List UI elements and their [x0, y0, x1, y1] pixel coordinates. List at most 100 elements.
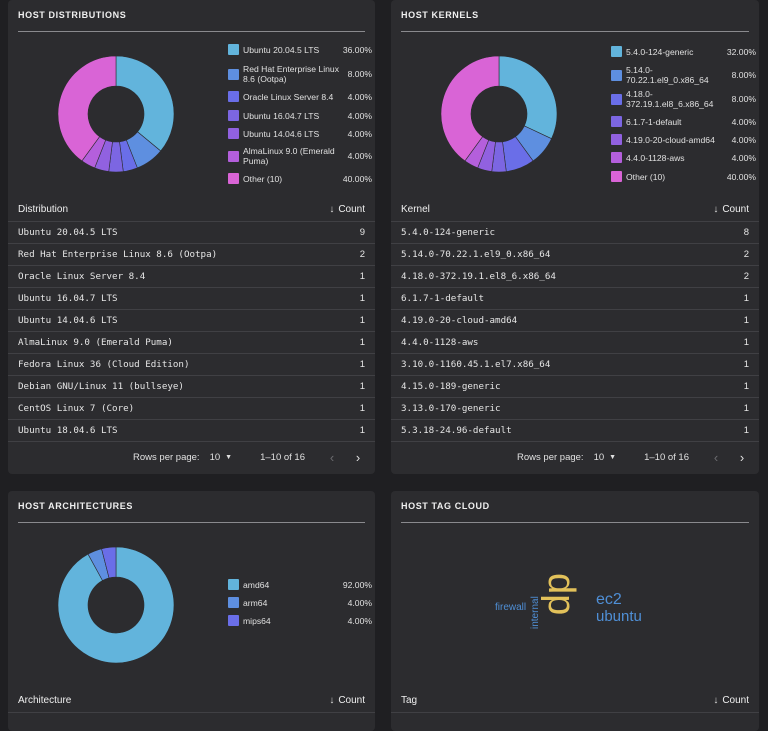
- column-header-kernel[interactable]: Kernel: [401, 204, 430, 215]
- table-row[interactable]: 3.13.0-170-generic 1: [391, 398, 759, 420]
- row-name: Ubuntu 14.04.6 LTS: [18, 315, 118, 326]
- caret-down-icon: ▼: [225, 454, 233, 461]
- rows-per-page-select[interactable]: 10 ▼: [594, 452, 617, 463]
- legend-item[interactable]: 4.18.0-372.19.1.el8_6.x86_64 8.00%: [611, 89, 756, 109]
- table-row[interactable]: Red Hat Enterprise Linux 8.6 (Ootpa) 2: [8, 244, 375, 266]
- row-count: 1: [359, 359, 365, 370]
- legend-swatch: [611, 171, 622, 182]
- row-name: 4.15.0-189-generic: [401, 381, 501, 392]
- column-header-count[interactable]: ↓ Count: [713, 695, 749, 706]
- table-row[interactable]: Debian GNU/Linux 11 (bullseye) 1: [8, 376, 375, 398]
- donut-slice[interactable]: [57, 546, 175, 664]
- kernels-pagination: Rows per page: 10 ▼ 1–10 of 16 ‹ ›: [517, 450, 749, 465]
- legend-item[interactable]: 4.19.0-20-cloud-amd64 4.00%: [611, 134, 756, 145]
- table-row[interactable]: CentOS Linux 7 (Core) 1: [8, 398, 375, 420]
- rows-per-page-select[interactable]: 10 ▼: [210, 452, 233, 463]
- legend-item[interactable]: Ubuntu 20.04.5 LTS 36.00%: [228, 44, 372, 55]
- caret-down-icon: ▼: [609, 454, 617, 461]
- table-row[interactable]: 4.4.0-1128-aws 1: [391, 332, 759, 354]
- row-count: 2: [743, 249, 749, 260]
- row-count: 9: [359, 227, 365, 238]
- row-count: 1: [743, 293, 749, 304]
- distributions-pagination: Rows per page: 10 ▼ 1–10 of 16 ‹ ›: [133, 450, 365, 465]
- row-name: 4.18.0-372.19.1.el8_6.x86_64: [401, 271, 556, 282]
- row-name: AlmaLinux 9.0 (Emerald Puma): [18, 337, 173, 348]
- legend-item[interactable]: amd64 92.00%: [228, 579, 372, 590]
- legend-item[interactable]: Other (10) 40.00%: [228, 173, 372, 184]
- architectures-legend: amd64 92.00% arm64 4.00% mips64 4.00%: [228, 579, 372, 639]
- table-row[interactable]: Ubuntu 16.04.7 LTS 1: [8, 288, 375, 310]
- next-page-icon[interactable]: ›: [355, 450, 361, 465]
- count-header-label: Count: [722, 695, 749, 706]
- sort-arrow-down-icon: ↓: [713, 204, 719, 215]
- table-row[interactable]: AlmaLinux 9.0 (Emerald Puma) 1: [8, 332, 375, 354]
- tag-internal[interactable]: internal: [530, 596, 541, 629]
- legend-item[interactable]: arm64 4.00%: [228, 597, 372, 608]
- table-row[interactable]: 5.14.0-70.22.1.el9_0.x86_64 2: [391, 244, 759, 266]
- legend-item[interactable]: AlmaLinux 9.0 (Emerald Puma) 4.00%: [228, 146, 372, 166]
- legend-label: 4.19.0-20-cloud-amd64: [626, 134, 715, 145]
- donut-slice[interactable]: [57, 55, 117, 162]
- table-row[interactable]: Oracle Linux Server 8.4 1: [8, 266, 375, 288]
- legend-label: Ubuntu 20.04.5 LTS: [243, 44, 320, 55]
- table-row[interactable]: 4.18.0-372.19.1.el8_6.x86_64 2: [391, 266, 759, 288]
- legend-percent: 8.00%: [347, 69, 372, 79]
- row-name: Oracle Linux Server 8.4: [18, 271, 146, 282]
- table-row[interactable]: 4.15.0-189-generic 1: [391, 376, 759, 398]
- column-header-count[interactable]: ↓ Count: [329, 695, 365, 706]
- table-header: Kernel ↓ Count: [391, 198, 759, 222]
- legend-item[interactable]: 4.4.0-1128-aws 4.00%: [611, 152, 756, 163]
- legend-item[interactable]: 6.1.7-1-default 4.00%: [611, 116, 756, 127]
- table-row[interactable]: 3.10.0-1160.45.1.el7.x86_64 1: [391, 354, 759, 376]
- kernels-donut: [440, 55, 558, 173]
- legend-item[interactable]: mips64 4.00%: [228, 615, 372, 626]
- column-header-distribution[interactable]: Distribution: [18, 204, 69, 215]
- table-row[interactable]: Ubuntu 20.04.5 LTS 9: [8, 222, 375, 244]
- donut-slice[interactable]: [101, 546, 117, 579]
- legend-swatch: [228, 150, 239, 162]
- legend-label: 4.18.0-372.19.1.el8_6.x86_64: [626, 89, 714, 109]
- legend-swatch: [228, 173, 239, 184]
- legend-item[interactable]: 5.4.0-124-generic 32.00%: [611, 46, 756, 57]
- rows-per-page-value: 10: [593, 452, 605, 463]
- table-row[interactable]: 5.4.0-124-generic 8: [391, 222, 759, 244]
- table-row[interactable]: Ubuntu 18.04.6 LTS 1: [8, 420, 375, 442]
- legend-item[interactable]: Ubuntu 14.04.6 LTS 4.00%: [228, 128, 372, 139]
- legend-percent: 4.00%: [347, 151, 372, 161]
- tagcloud-card: HOST TAG CLOUD firewall internal dp ec2 …: [391, 491, 759, 731]
- tag-firewall[interactable]: firewall: [495, 602, 526, 613]
- table-row[interactable]: Fedora Linux 36 (Cloud Edition) 1: [8, 354, 375, 376]
- row-count: 1: [359, 315, 365, 326]
- tag-ubuntu[interactable]: ubuntu: [596, 608, 642, 625]
- legend-item[interactable]: Oracle Linux Server 8.4 4.00%: [228, 91, 372, 102]
- column-header-architecture[interactable]: Architecture: [18, 695, 72, 706]
- table-row[interactable]: 6.1.7-1-default 1: [391, 288, 759, 310]
- legend-label: 5.14.0-70.22.1.el9_0.x86_64: [626, 65, 709, 85]
- legend-swatch: [228, 579, 239, 590]
- legend-item[interactable]: 5.14.0-70.22.1.el9_0.x86_64 8.00%: [611, 65, 756, 85]
- legend-item[interactable]: Ubuntu 16.04.7 LTS 4.00%: [228, 110, 372, 121]
- legend-item[interactable]: Red Hat Enterprise Linux 8.6 (Ootpa) 8.00…: [228, 64, 372, 84]
- table-row[interactable]: Ubuntu 14.04.6 LTS 1: [8, 310, 375, 332]
- column-header-count[interactable]: ↓ Count: [713, 204, 749, 215]
- legend-label: AlmaLinux 9.0 (Emerald Puma): [243, 146, 335, 166]
- table-row[interactable]: 4.19.0-20-cloud-amd64 1: [391, 310, 759, 332]
- column-header-count[interactable]: ↓ Count: [329, 204, 365, 215]
- previous-page-icon[interactable]: ‹: [329, 450, 335, 465]
- tag-ec2[interactable]: ec2: [596, 591, 622, 608]
- tag-dp[interactable]: dp: [540, 573, 582, 615]
- previous-page-icon[interactable]: ‹: [713, 450, 719, 465]
- legend-percent: 4.00%: [347, 110, 372, 121]
- title-divider: [401, 31, 749, 32]
- table-row[interactable]: 5.3.18-24.96-default 1: [391, 420, 759, 442]
- next-page-icon[interactable]: ›: [739, 450, 745, 465]
- column-header-tag[interactable]: Tag: [401, 695, 418, 706]
- legend-percent: 92.00%: [342, 579, 372, 590]
- legend-swatch: [228, 68, 239, 80]
- legend-swatch: [611, 93, 622, 105]
- donut-slice[interactable]: [115, 55, 175, 152]
- donut-slice[interactable]: [440, 55, 500, 162]
- title-divider: [401, 522, 749, 523]
- donut-slice[interactable]: [498, 55, 558, 140]
- legend-item[interactable]: Other (10) 40.00%: [611, 171, 756, 182]
